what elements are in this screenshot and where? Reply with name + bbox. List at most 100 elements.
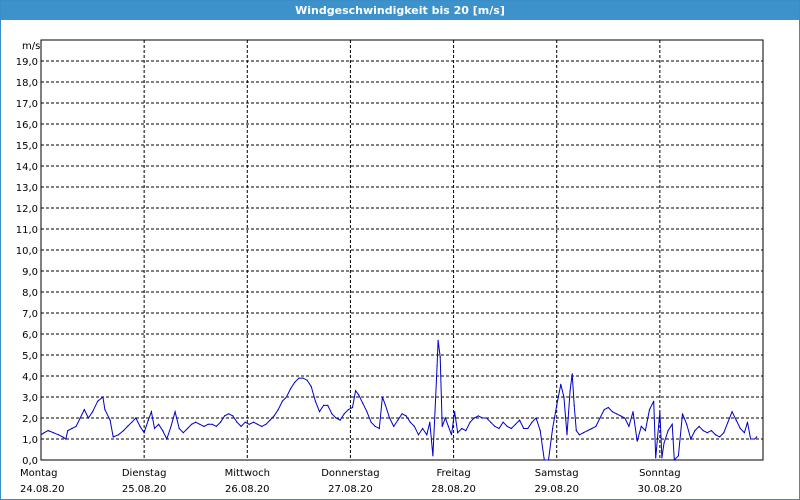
data-point — [432, 455, 434, 457]
data-point — [754, 438, 756, 440]
data-point — [147, 419, 149, 421]
y-tick-label: 2,0 — [22, 414, 38, 425]
data-point — [441, 425, 443, 427]
data-point — [224, 415, 226, 417]
data-point — [52, 432, 55, 434]
y-tick-label: 15,0 — [16, 141, 38, 152]
data-point — [143, 432, 145, 434]
data-point — [659, 411, 661, 413]
data-point — [273, 415, 275, 417]
data-point — [547, 459, 550, 461]
data-point — [444, 417, 446, 419]
x-tick-date: 30.08.20 — [638, 484, 683, 495]
data-point — [389, 417, 391, 419]
data-point — [281, 400, 283, 402]
data-point — [79, 417, 81, 419]
data-point — [450, 434, 453, 436]
data-point — [153, 427, 156, 430]
data-point — [71, 427, 73, 430]
y-tick-label: 10,0 — [16, 246, 38, 257]
y-tick-label: 17,0 — [16, 99, 38, 110]
data-point — [624, 417, 626, 419]
x-tick-weekday: Sonntag — [639, 468, 681, 479]
data-point — [661, 457, 663, 459]
data-point — [750, 438, 752, 440]
data-point — [615, 413, 618, 415]
data-point — [611, 411, 614, 413]
data-point — [405, 415, 407, 417]
data-point — [673, 459, 675, 461]
y-tick-label: 19,0 — [16, 57, 38, 68]
data-point — [87, 417, 89, 419]
data-point — [409, 421, 411, 423]
data-point — [178, 427, 180, 430]
data-point — [746, 421, 749, 423]
data-point — [323, 404, 325, 406]
data-point — [65, 438, 67, 440]
data-point — [655, 457, 657, 459]
data-point — [257, 423, 259, 425]
data-point — [174, 411, 176, 413]
data-point — [413, 425, 415, 427]
data-point — [67, 430, 69, 432]
x-tick-weekday: Donnerstag — [321, 468, 379, 479]
y-tick-label: 4,0 — [22, 372, 38, 383]
data-point — [265, 423, 267, 425]
data-point — [539, 430, 541, 432]
data-point — [571, 373, 573, 375]
data-point — [83, 409, 85, 411]
data-point — [135, 417, 137, 419]
y-tick-label: 5,0 — [22, 351, 38, 362]
data-point — [244, 421, 246, 423]
data-point — [252, 421, 255, 423]
data-point — [370, 421, 372, 423]
data-point — [465, 430, 467, 432]
data-point — [211, 423, 213, 425]
data-point — [127, 425, 129, 427]
data-point — [314, 400, 316, 402]
y-tick-label: 6,0 — [22, 330, 38, 341]
data-point — [731, 411, 733, 413]
data-point — [667, 430, 669, 432]
data-point — [362, 402, 364, 404]
data-point — [681, 413, 684, 415]
data-point — [186, 427, 189, 430]
data-point — [219, 421, 222, 423]
grid-lines — [41, 40, 763, 460]
data-point — [358, 394, 360, 396]
data-point — [573, 404, 575, 406]
data-point — [477, 415, 479, 417]
y-tick-label: 9,0 — [22, 267, 38, 278]
data-point — [486, 417, 488, 419]
data-point — [290, 388, 292, 390]
x-tick-weekday: Mittwoch — [225, 468, 270, 479]
data-point — [566, 434, 568, 436]
data-point — [339, 419, 341, 421]
data-point — [653, 400, 655, 402]
data-point — [302, 377, 304, 379]
data-point — [384, 404, 387, 406]
data-point — [481, 417, 484, 419]
data-point — [587, 430, 589, 432]
x-tick-date: 29.08.20 — [534, 484, 579, 495]
y-tick-label: 11,0 — [16, 225, 38, 236]
data-point — [628, 425, 630, 427]
data-point — [498, 427, 500, 430]
data-point — [150, 411, 152, 413]
data-point — [327, 404, 329, 406]
y-tick-labels: 0,0 1,0 2,0 3,0 4,0 5,0 6,0 7,0 8,0 9,0 10,0 11,0 12… — [16, 57, 38, 467]
y-tick-label: 3,0 — [22, 393, 38, 404]
x-tick-date: 27.08.20 — [328, 484, 373, 495]
data-point — [374, 425, 376, 427]
data-point — [710, 430, 713, 432]
data-point — [648, 409, 651, 411]
data-point — [62, 436, 64, 438]
y-axis-unit-label: m/s — [22, 41, 40, 52]
data-point — [582, 432, 585, 434]
data-point — [603, 409, 605, 411]
data-point — [97, 400, 99, 402]
data-point — [686, 423, 688, 425]
data-point — [166, 438, 168, 440]
data-point — [117, 434, 119, 436]
data-point — [92, 411, 94, 413]
